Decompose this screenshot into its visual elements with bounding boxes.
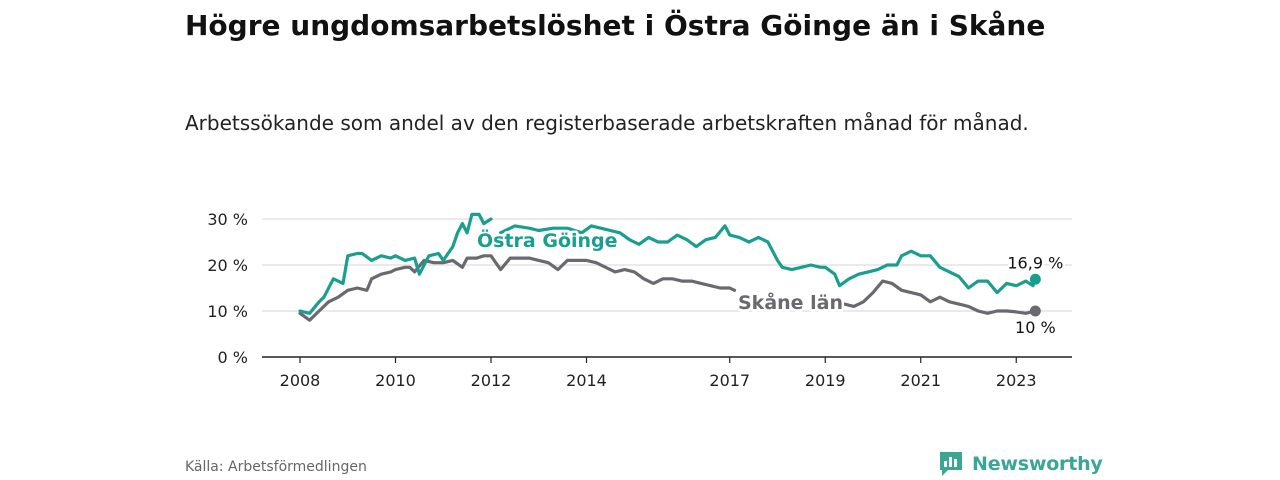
chart-subtitle: Arbetssökande som andel av den registerb… xyxy=(185,111,1029,135)
x-tick-label: 2021 xyxy=(900,371,941,390)
brand-logo: Newsworthy xyxy=(938,450,1103,478)
series-label-skane-lan-halo: Skåne län xyxy=(738,290,843,314)
x-tick-label: 2012 xyxy=(471,371,512,390)
series-label-ostra-goinge: Östra Göinge xyxy=(477,228,618,252)
series-ostra-goinge-line-a xyxy=(298,212,493,315)
end-label-ostra-goinge-halo: 16,9 % xyxy=(1007,253,1063,272)
x-tick-label: 2023 xyxy=(996,371,1037,390)
x-tick-label: 2014 xyxy=(566,371,607,390)
y-tick-label: 0 % xyxy=(218,348,248,367)
grid-layer xyxy=(262,218,1072,312)
x-tick-label: 2008 xyxy=(280,371,321,390)
x-tick-label: 2010 xyxy=(375,371,416,390)
end-label-ostra-goinge: 16,9 % xyxy=(1007,253,1063,272)
x-tick-label: 2017 xyxy=(709,371,750,390)
source-note: Källa: Arbetsförmedlingen xyxy=(185,459,367,475)
series-ostra-goinge-end-point xyxy=(1029,273,1041,285)
axis-layer: 0 % 10 % 20 % 30 % 2008 2010 2012 2014 2017 2019 2… xyxy=(207,210,1072,390)
series-label-skane-lan: Skåne län xyxy=(738,290,843,314)
end-label-skane-lan-halo: 10 % xyxy=(1015,318,1056,337)
end-label-skane-lan: 10 % xyxy=(1015,318,1056,337)
series-skane-lan-line-b xyxy=(823,279,1037,315)
y-tick-label: 30 % xyxy=(207,210,248,229)
series-skane-lan-end-point xyxy=(1029,305,1041,317)
series-skane-lan-line-a xyxy=(298,254,737,322)
y-tick-label: 20 % xyxy=(207,256,248,275)
brand-name: Newsworthy xyxy=(972,453,1103,475)
series-ostra-goinge-line-b xyxy=(499,224,1037,295)
y-tick-label: 10 % xyxy=(207,302,248,321)
newsworthy-logo-icon xyxy=(940,452,962,476)
series-layer xyxy=(298,212,1041,322)
chart-title: Högre ungdomsarbetslöshet i Östra Göinge… xyxy=(185,9,1046,42)
series-label-ostra-goinge-halo: Östra Göinge xyxy=(477,228,618,252)
x-tick-label: 2019 xyxy=(805,371,846,390)
